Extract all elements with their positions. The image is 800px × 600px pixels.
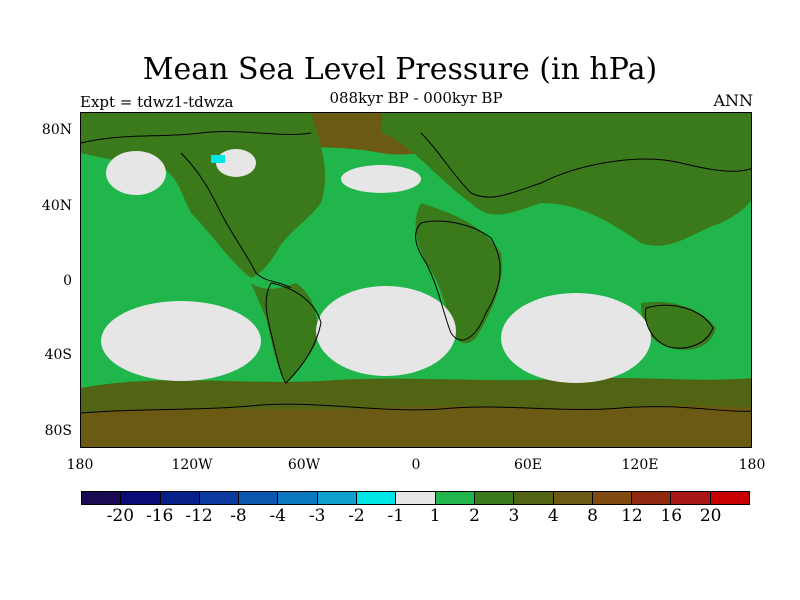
lon-tick-label: 120W — [171, 457, 213, 473]
experiment-label: Expt = tdwz1-tdwza — [80, 93, 234, 111]
pale-indian — [501, 293, 651, 383]
colorbar-label: 4 — [547, 506, 559, 526]
chart-title: Mean Sea Level Pressure (in hPa) — [142, 52, 658, 87]
lat-tick-label: 40N — [41, 198, 72, 214]
period-label: 088kyr BP - 000kyr BP — [329, 89, 503, 107]
colorbar-swatch — [317, 492, 358, 504]
lon-tick-label: 60W — [287, 457, 321, 473]
colorbar — [81, 491, 750, 505]
lon-tick-label: 180 — [738, 457, 766, 473]
pale-spacific — [101, 301, 261, 381]
colorbar-label: -2 — [348, 506, 365, 526]
colorbar-swatch — [592, 492, 633, 504]
pale-satlantic — [316, 286, 456, 376]
pale-natlantic — [341, 165, 421, 193]
pressure-map — [80, 112, 752, 448]
season-label: ANN — [713, 91, 753, 110]
cyan-patch — [211, 155, 225, 163]
colorbar-swatch — [553, 492, 593, 504]
pale-canada — [216, 149, 256, 177]
colorbar-label: -8 — [230, 506, 247, 526]
africa-field — [415, 203, 502, 344]
colorbar-swatch — [435, 492, 475, 504]
colorbar-label: -20 — [106, 506, 135, 526]
colorbar-swatch — [121, 492, 161, 504]
colorbar-label: -3 — [308, 506, 326, 526]
colorbar-label: -12 — [185, 506, 213, 526]
colorbar-label: 2 — [469, 506, 480, 526]
lon-tick-label: 180 — [66, 457, 94, 473]
colorbar-swatch — [239, 492, 279, 504]
lon-tick-label: 120E — [621, 457, 659, 473]
eurasia-field — [381, 113, 751, 246]
colorbar-swatch — [357, 492, 397, 504]
map-svg — [81, 113, 751, 447]
lat-tick-label: 40S — [44, 347, 72, 363]
colorbar-label: 20 — [699, 506, 722, 526]
colorbar-label: 3 — [508, 506, 520, 526]
colorbar-swatch — [199, 492, 240, 504]
lat-tick-label: 80S — [44, 423, 72, 439]
coastlines — [81, 131, 751, 414]
colorbar-swatch — [82, 492, 122, 504]
colorbar-label: 12 — [621, 506, 643, 526]
antarctic-high — [81, 405, 751, 447]
colorbar-label: 1 — [429, 506, 441, 526]
colorbar-swatch — [160, 492, 200, 504]
colorbar-swatch — [514, 492, 554, 504]
colorbar-label: 16 — [660, 506, 683, 526]
colorbar-label: -4 — [269, 506, 287, 526]
colorbar-swatch — [396, 492, 436, 504]
pale-npacific — [106, 151, 166, 195]
colorbar-swatch — [671, 492, 711, 504]
lon-tick-label: 0 — [411, 457, 421, 473]
colorbar-label: -16 — [146, 506, 174, 526]
south-america-field — [251, 283, 318, 383]
australia-field — [641, 301, 716, 350]
colorbar-swatch — [710, 492, 750, 504]
colorbar-swatch — [632, 492, 672, 504]
colorbar-label: 8 — [587, 506, 598, 526]
colorbar-swatch — [278, 492, 318, 504]
lat-tick-label: 80N — [41, 122, 72, 138]
lat-tick-label: 0 — [63, 273, 72, 289]
colorbar-swatch — [474, 492, 515, 504]
colorbar-label: -1 — [387, 506, 405, 526]
lon-tick-label: 60E — [513, 457, 543, 473]
